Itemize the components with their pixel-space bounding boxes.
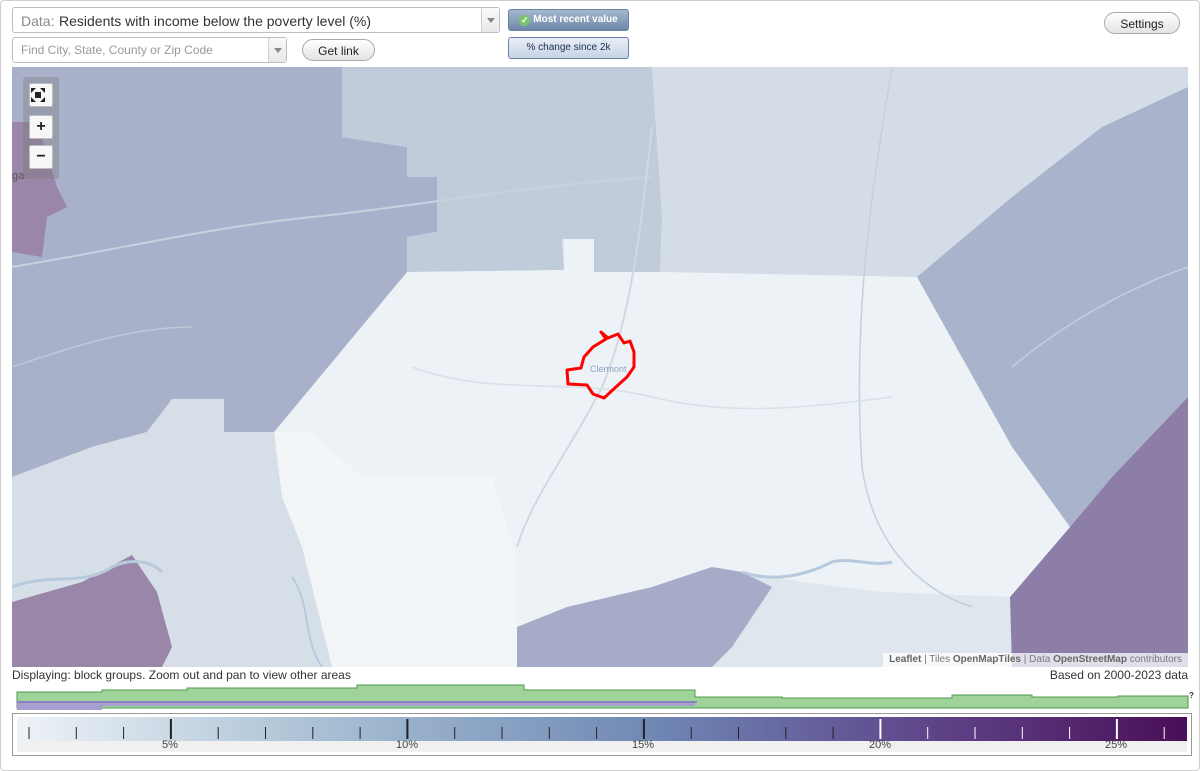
block-group-region xyxy=(652,67,1188,277)
most-recent-value-label: Most recent value xyxy=(533,14,618,25)
search-input[interactable] xyxy=(13,38,271,62)
data-selector-prefix: Data: xyxy=(21,13,55,29)
legend-label-20: 20% xyxy=(868,739,892,751)
openstreetmap-link[interactable]: OpenStreetMap xyxy=(1053,654,1127,665)
data-selector-value: Residents with income below the poverty … xyxy=(59,13,372,29)
block-group-region xyxy=(274,432,517,667)
block-group-region xyxy=(342,67,662,272)
settings-button[interactable]: Settings xyxy=(1104,12,1180,34)
data-range-text: Based on 2000-2023 data xyxy=(1049,668,1188,682)
zoom-in-button[interactable]: + xyxy=(29,115,53,139)
attribution-separator: | Data xyxy=(1021,654,1054,665)
map-attribution: Leaflet | Tiles OpenMapTiles | Data Open… xyxy=(883,653,1188,667)
block-group-region xyxy=(12,555,172,667)
minus-icon: − xyxy=(36,148,46,165)
distribution-histogram xyxy=(16,684,1189,710)
legend-label-10: 10% xyxy=(395,739,419,751)
most-recent-value-toggle[interactable]: ✓ Most recent value xyxy=(508,9,629,31)
block-group-region xyxy=(1010,397,1188,667)
fullscreen-icon xyxy=(31,88,45,102)
legend xyxy=(12,713,1192,756)
map-edge-label: ga xyxy=(12,170,25,182)
legend-label-25: 25% xyxy=(1104,739,1128,751)
location-search[interactable] xyxy=(12,37,287,63)
chevron-down-icon[interactable] xyxy=(268,38,286,62)
get-link-button[interactable]: Get link xyxy=(302,39,375,61)
block-group-region xyxy=(517,567,772,667)
check-icon: ✓ xyxy=(519,15,531,26)
chevron-down-icon[interactable] xyxy=(481,8,499,32)
choropleth-layer xyxy=(12,67,1188,667)
attribution-contributors: contributors xyxy=(1126,654,1182,665)
zoom-controls: + − xyxy=(23,77,59,179)
block-group-region xyxy=(917,87,1188,527)
data-selector[interactable]: Data: Residents with income below the po… xyxy=(12,7,500,33)
legend-label-15: 15% xyxy=(631,739,655,751)
openmaptiles-link[interactable]: OpenMapTiles xyxy=(952,654,1021,665)
zoom-out-button[interactable]: − xyxy=(29,145,53,169)
attribution-separator: | Tiles xyxy=(921,654,953,665)
block-group-region xyxy=(12,122,67,257)
fullscreen-button[interactable] xyxy=(29,83,53,107)
plus-icon: + xyxy=(36,118,46,135)
leaflet-link[interactable]: Leaflet xyxy=(889,654,922,665)
map-canvas[interactable]: Clermont ga + − Leaflet | Tiles OpenMapT… xyxy=(12,67,1188,667)
highlighted-place-outline xyxy=(565,330,636,400)
percent-change-toggle[interactable]: % change since 2k xyxy=(508,37,629,59)
legend-gradient xyxy=(17,717,1187,752)
city-label: Clermont xyxy=(590,364,627,374)
block-group-region xyxy=(274,239,1070,627)
legend-label-5: 5% xyxy=(162,739,178,751)
display-level-text: Displaying: block groups. Zoom out and p… xyxy=(12,668,351,682)
histogram-help-marker[interactable]: ? xyxy=(1189,691,1194,700)
